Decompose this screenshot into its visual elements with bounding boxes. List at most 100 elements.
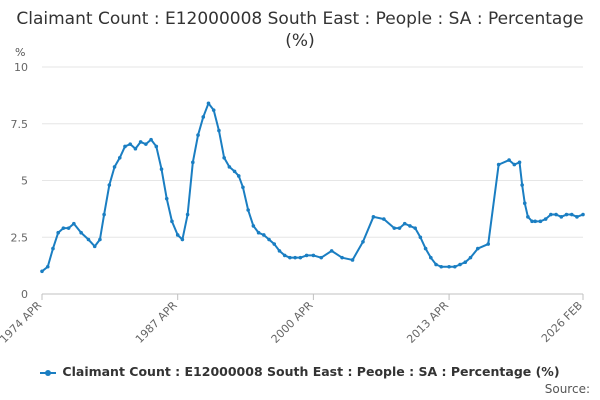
data-point[interactable] [382, 217, 386, 221]
data-point[interactable] [256, 230, 261, 235]
data-point[interactable] [319, 255, 324, 260]
data-point[interactable] [418, 235, 423, 240]
data-point[interactable] [530, 219, 534, 224]
data-point[interactable] [206, 101, 211, 106]
data-point[interactable] [201, 115, 206, 119]
data-point[interactable] [191, 160, 195, 165]
data-point[interactable] [361, 239, 365, 244]
data-point[interactable] [144, 142, 148, 146]
legend[interactable]: Claimant Count : E12000008 South East : … [0, 364, 600, 379]
data-point[interactable] [149, 137, 153, 142]
data-point[interactable] [581, 212, 585, 217]
data-point[interactable] [463, 260, 468, 265]
data-point[interactable] [61, 226, 66, 230]
data-point[interactable] [123, 144, 127, 149]
data-point[interactable] [559, 215, 564, 219]
data-point[interactable] [522, 201, 527, 205]
data-point[interactable] [293, 255, 297, 260]
data-point[interactable] [549, 212, 553, 217]
data-point[interactable] [112, 165, 117, 169]
data-point[interactable] [102, 212, 106, 217]
data-point[interactable] [512, 162, 517, 167]
data-point[interactable] [164, 196, 169, 201]
data-point[interactable] [185, 212, 190, 217]
data-point[interactable] [397, 226, 402, 230]
data-point[interactable] [439, 264, 444, 269]
data-point[interactable] [138, 140, 143, 144]
data-point[interactable] [554, 212, 558, 217]
data-point[interactable] [107, 183, 112, 187]
data-point[interactable] [227, 165, 232, 169]
data-point[interactable] [277, 249, 282, 253]
data-point[interactable] [45, 264, 50, 269]
data-point[interactable] [329, 249, 334, 253]
data-point[interactable] [211, 108, 216, 112]
data-point[interactable] [236, 174, 241, 178]
data-point[interactable] [272, 242, 277, 246]
y-tick-label: 2.5 [11, 231, 29, 244]
data-point[interactable] [458, 262, 462, 267]
data-point[interactable] [517, 160, 522, 165]
data-point[interactable] [217, 128, 221, 133]
data-point[interactable] [128, 142, 133, 146]
data-point[interactable] [232, 169, 237, 174]
data-point[interactable] [575, 215, 579, 219]
data-point[interactable] [251, 224, 256, 228]
data-point[interactable] [507, 158, 511, 162]
data-point[interactable] [413, 226, 417, 230]
data-point[interactable] [543, 217, 548, 221]
data-point[interactable] [447, 264, 451, 269]
data-point[interactable] [423, 246, 428, 251]
data-point[interactable] [246, 208, 250, 212]
data-point[interactable] [267, 237, 271, 242]
data-point[interactable] [468, 255, 473, 260]
data-point[interactable] [392, 226, 397, 230]
data-point[interactable] [40, 269, 44, 274]
data-point[interactable] [288, 255, 292, 260]
data-point[interactable] [98, 237, 102, 242]
data-point[interactable] [298, 255, 303, 260]
data-point[interactable] [79, 230, 83, 235]
data-point[interactable] [282, 253, 287, 258]
data-point[interactable] [262, 233, 266, 237]
data-point[interactable] [133, 146, 138, 151]
data-point[interactable] [86, 237, 91, 242]
data-point[interactable] [402, 221, 407, 226]
data-point[interactable] [72, 221, 76, 226]
data-point[interactable] [434, 262, 438, 267]
data-point[interactable] [170, 219, 174, 224]
data-point[interactable] [526, 215, 530, 219]
data-point[interactable] [538, 219, 543, 224]
data-point[interactable] [533, 219, 537, 224]
data-point[interactable] [486, 242, 491, 246]
data-point[interactable] [371, 215, 376, 219]
data-point[interactable] [51, 246, 55, 251]
data-point[interactable] [175, 233, 180, 237]
series-line [41, 102, 584, 273]
data-point[interactable] [569, 212, 574, 217]
data-point[interactable] [196, 133, 200, 137]
data-point[interactable] [92, 244, 97, 249]
data-point[interactable] [222, 156, 226, 160]
data-point[interactable] [180, 237, 185, 242]
data-point[interactable] [56, 230, 60, 235]
data-point[interactable] [311, 253, 316, 258]
x-tick-labels: 1974 APR 1987 APR 2000 APR 2013 APR 2026 FEB [0, 294, 585, 346]
data-point[interactable] [304, 253, 309, 258]
data-point[interactable] [564, 212, 569, 217]
data-point[interactable] [117, 156, 122, 160]
data-point[interactable] [340, 255, 344, 260]
data-point[interactable] [475, 246, 480, 251]
data-point[interactable] [154, 144, 159, 149]
data-point[interactable] [429, 255, 433, 260]
data-point[interactable] [350, 258, 355, 262]
data-point[interactable] [453, 264, 457, 269]
legend-swatch [40, 369, 57, 376]
data-point[interactable] [496, 162, 501, 167]
data-point[interactable] [159, 167, 164, 171]
data-point[interactable] [241, 185, 245, 190]
y-tick-label: 0 [21, 288, 28, 301]
data-point[interactable] [408, 224, 412, 228]
data-point[interactable] [520, 183, 524, 187]
data-point[interactable] [66, 226, 71, 230]
